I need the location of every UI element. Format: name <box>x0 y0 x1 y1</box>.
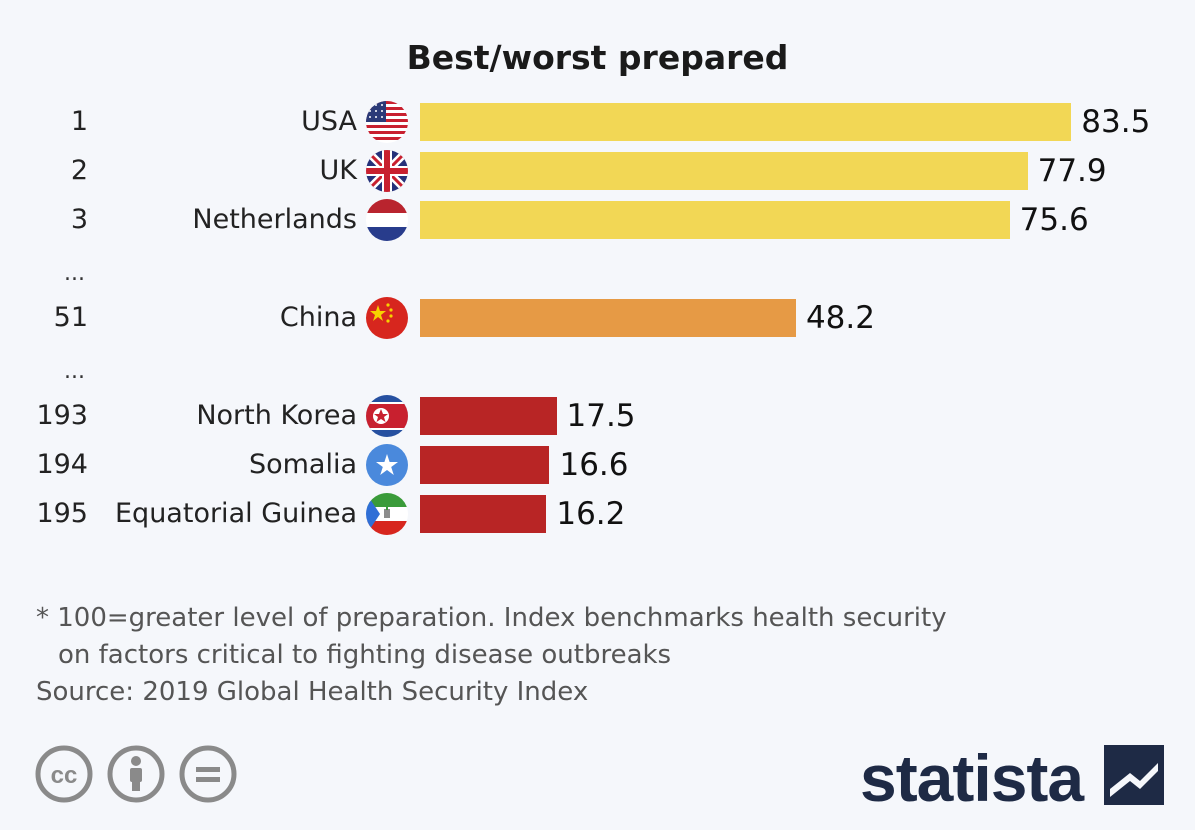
bar-north-korea <box>420 397 557 435</box>
statista-logo[interactable]: statista <box>860 741 1084 815</box>
usa-flag-icon <box>366 101 408 143</box>
rank-label: 51 <box>53 302 88 333</box>
bar-row: 51 China 48.2 <box>0 296 1195 340</box>
bar-row: 194 Somalia 16.6 <box>0 443 1195 487</box>
creative-commons-icon[interactable]: cc <box>34 744 94 804</box>
footnote: * 100=greater level of preparation. Inde… <box>36 600 947 711</box>
value-label: 48.2 <box>805 300 875 336</box>
equatorial-guinea-flag-icon <box>366 493 408 535</box>
country-label: UK <box>319 155 357 186</box>
bar-china <box>420 299 796 337</box>
value-label: 75.6 <box>1019 202 1089 238</box>
netherlands-flag-icon <box>366 199 408 241</box>
bar-row: 1 USA 83.5 <box>0 100 1195 144</box>
country-label: China <box>279 302 357 333</box>
value-label: 17.5 <box>566 398 636 434</box>
china-flag-icon <box>366 297 408 339</box>
country-label: North Korea <box>196 400 357 431</box>
rank-label: 2 <box>70 155 88 186</box>
bar-netherlands <box>420 201 1010 239</box>
footnote-line-1: * 100=greater level of preparation. Inde… <box>36 603 947 633</box>
rank-label: 194 <box>36 449 88 480</box>
rank-label: 3 <box>70 204 88 235</box>
value-label: 16.2 <box>556 496 626 532</box>
bar-row: 2 UK 77.9 <box>0 149 1195 193</box>
bar-usa <box>420 103 1072 141</box>
attribution-icon[interactable] <box>106 744 166 804</box>
chart-title: Best/worst prepared <box>406 38 789 77</box>
country-label: Somalia <box>248 449 357 480</box>
value-label: 83.5 <box>1081 104 1151 140</box>
ellipsis-2: ... <box>64 359 85 384</box>
source-note: Source: 2019 Global Health Security Inde… <box>36 677 589 707</box>
bar-uk <box>420 152 1028 190</box>
rank-label: 1 <box>70 106 88 137</box>
no-derivatives-icon[interactable] <box>178 744 238 804</box>
country-label: USA <box>301 106 357 137</box>
value-label: 16.6 <box>559 447 629 483</box>
country-label: Netherlands <box>192 204 357 235</box>
value-label: 77.9 <box>1037 153 1107 189</box>
statista-logo-icon <box>1104 745 1164 805</box>
uk-flag-icon <box>366 150 408 192</box>
bar-somalia <box>420 446 550 484</box>
rank-label: 193 <box>36 400 88 431</box>
bar-row: 3 Netherlands 75.6 <box>0 198 1195 242</box>
country-label: Equatorial Guinea <box>115 498 357 529</box>
bar-row: 195 Equatorial Guinea 16.2 <box>0 492 1195 536</box>
somalia-flag-icon <box>366 444 408 486</box>
bar-equatorial-guinea <box>420 495 547 533</box>
north-korea-flag-icon <box>366 395 408 437</box>
ellipsis-1: ... <box>64 261 85 286</box>
bar-row: 193 North Korea 17.5 <box>0 394 1195 438</box>
svg-text:cc: cc <box>51 762 78 789</box>
footnote-line-2: on factors critical to fighting disease … <box>58 640 672 670</box>
rank-label: 195 <box>36 498 88 529</box>
